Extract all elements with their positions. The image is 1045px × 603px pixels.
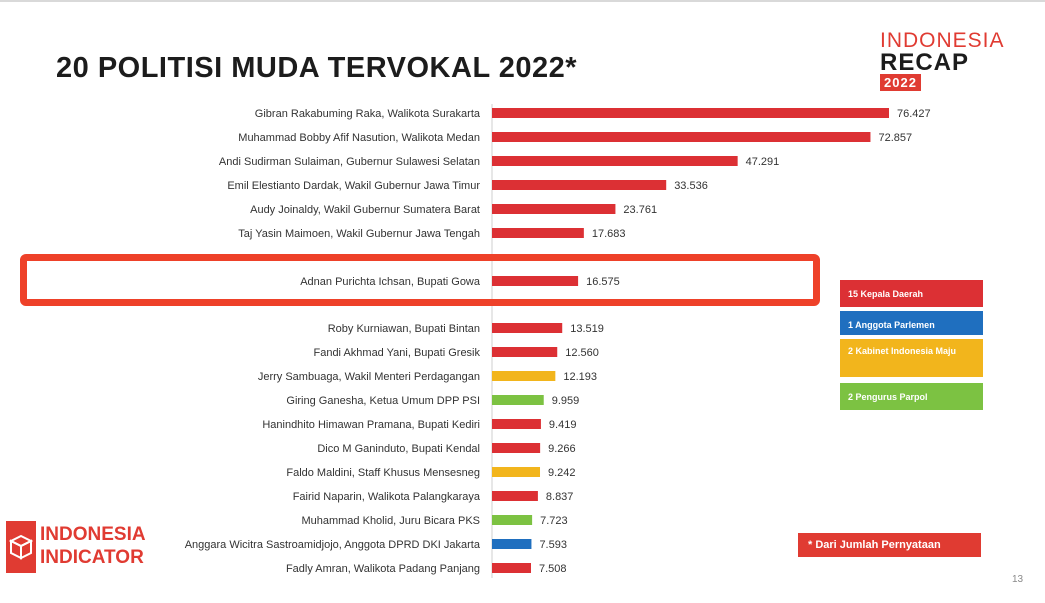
data-label: 33.536 [674, 180, 708, 192]
bar [492, 108, 889, 118]
category-label: Audy Joinaldy, Wakil Gubernur Sumatera B… [250, 204, 480, 216]
category-label: Emil Elestianto Dardak, Wakil Gubernur J… [227, 180, 480, 192]
data-label: 7.723 [540, 515, 568, 527]
data-label: 9.959 [552, 395, 580, 407]
data-label: 76.427 [897, 108, 931, 120]
data-label: 9.419 [549, 419, 577, 431]
bar [492, 132, 871, 142]
data-label: 9.266 [548, 443, 576, 455]
category-label: Dico M Ganinduto, Bupati Kendal [317, 443, 480, 455]
category-label: Fadly Amran, Walikota Padang Panjang [286, 563, 480, 575]
category-label: Muhammad Bobby Afif Nasution, Walikota M… [238, 132, 480, 144]
bar [492, 563, 532, 573]
data-label: 7.508 [539, 563, 567, 575]
category-label: Adnan Purichta Ichsan, Bupati Gowa [300, 276, 481, 288]
bar [492, 228, 584, 238]
legend-item-kabinet: 2 Kabinet Indonesia Maju [840, 339, 983, 377]
bar [492, 491, 538, 501]
category-label: Anggara Wicitra Sastroamidjojo, Anggota … [185, 539, 481, 551]
legend-label: 2 Pengurus Parpol [840, 383, 983, 410]
bar [492, 180, 667, 190]
category-label: Muhammad Kholid, Juru Bicara PKS [301, 515, 480, 527]
data-label: 7.593 [539, 539, 567, 551]
brand-line-1: INDONESIA [880, 29, 1005, 52]
bar [492, 419, 541, 429]
category-label: Fandi Akhmad Yani, Bupati Gresik [313, 347, 480, 359]
category-label: Fairid Naparin, Walikota Palangkaraya [293, 491, 481, 503]
legend-label: 15 Kepala Daerah [840, 280, 983, 307]
data-label: 13.519 [570, 323, 604, 335]
data-label: 8.837 [546, 491, 574, 503]
data-label: 72.857 [878, 132, 912, 144]
indicator-line-2: INDICATOR [40, 547, 144, 568]
category-label: Andi Sudirman Sulaiman, Gubernur Sulawes… [219, 156, 480, 168]
legend-label: 2 Kabinet Indonesia Maju [840, 339, 983, 377]
data-label: 47.291 [746, 156, 780, 168]
data-label: 23.761 [623, 204, 657, 216]
category-label: Roby Kurniawan, Bupati Bintan [328, 323, 480, 335]
category-label: Taj Yasin Maimoen, Wakil Gubernur Jawa T… [238, 228, 480, 240]
bar [492, 515, 533, 525]
cube-icon [6, 521, 36, 573]
bar [492, 371, 556, 381]
legend-item-pengurus-parpol: 2 Pengurus Parpol [840, 383, 983, 410]
data-label: 17.683 [592, 228, 626, 240]
bar [492, 467, 541, 477]
data-label: 9.242 [548, 467, 576, 479]
page-title: 20 POLITISI MUDA TERVOKAL 2022* [56, 52, 577, 84]
bar [492, 204, 616, 214]
indicator-line-1: INDONESIA [40, 524, 146, 545]
category-label: Jerry Sambuaga, Wakil Menteri Perdaganga… [258, 371, 480, 383]
brand-line-2: RECAP [880, 49, 970, 76]
bar [492, 395, 544, 405]
bar [492, 347, 558, 357]
category-label: Hanindhito Himawan Pramana, Bupati Kedir… [262, 419, 480, 431]
bar [492, 539, 532, 549]
data-label: 12.193 [563, 371, 597, 383]
category-label: Gibran Rakabuming Raka, Walikota Surakar… [255, 108, 481, 120]
category-label: Giring Ganesha, Ketua Umum DPP PSI [286, 395, 480, 407]
highlight-frame [20, 254, 820, 306]
bar [492, 443, 541, 453]
legend-label: 1 Anggota Parlemen [840, 311, 983, 335]
brand-year-badge: 2022 [880, 74, 921, 91]
indonesia-indicator-logo: INDONESIA INDICATOR [6, 521, 148, 577]
category-label: Faldo Maldini, Staff Khusus Mensesneg [286, 467, 480, 479]
footnote-badge: * Dari Jumlah Pernyataan [798, 533, 981, 557]
legend-item-anggota-parlemen: 1 Anggota Parlemen [840, 311, 983, 335]
bar [492, 323, 563, 333]
top-divider [0, 0, 1045, 2]
bar [492, 156, 738, 166]
data-label: 16.575 [586, 276, 620, 288]
data-label: 12.560 [565, 347, 599, 359]
indonesia-recap-logo: INDONESIA RECAP 2022 [880, 30, 1005, 92]
page-number: 13 [1012, 574, 1024, 585]
legend-item-kepala-daerah: 15 Kepala Daerah [840, 280, 983, 307]
bar [492, 276, 579, 286]
